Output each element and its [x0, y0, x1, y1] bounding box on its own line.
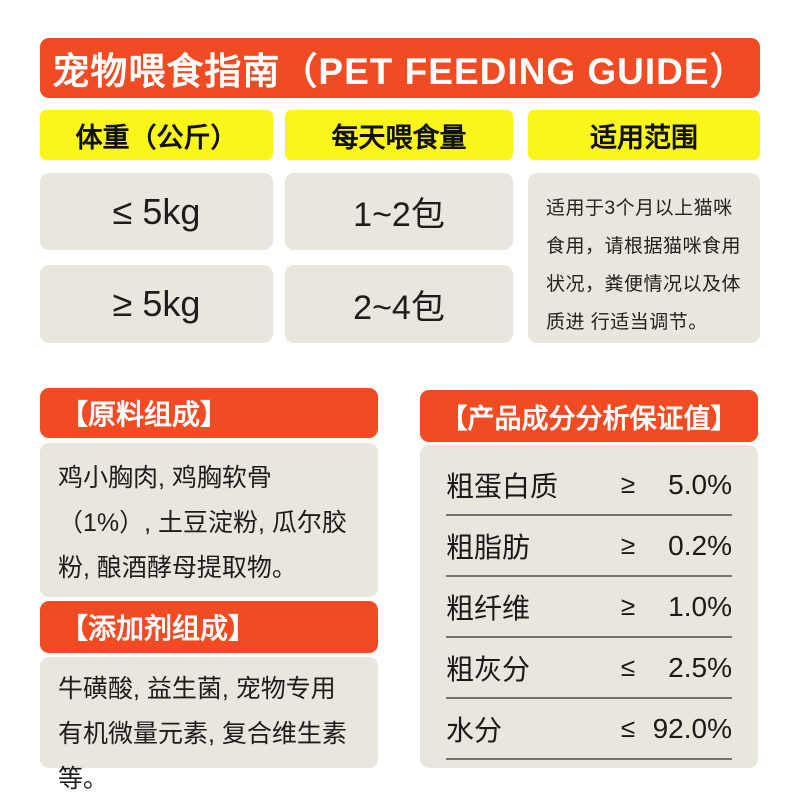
nutrient-name: 粗脂肪 [446, 531, 531, 563]
table-cell-weight-1: ≤ 5kg [40, 173, 273, 250]
nutrient-value: 92.0% [652, 712, 732, 744]
scope-note: 适用于3个月以上猫咪食用，请根据猫咪食用状况，粪便情况以及体质进 行适当调节。 [528, 173, 760, 343]
column-header-scope: 适用范围 [528, 110, 760, 160]
nutrient-name: 粗蛋白质 [446, 470, 559, 502]
table-cell-amount-1: 1~2包 [285, 173, 513, 250]
nutrient-value: 1.0% [668, 590, 732, 622]
comparison-symbol: ≥ [620, 530, 636, 560]
comparison-symbol: ≥ [620, 591, 636, 621]
nutrient-name: 水分 [446, 714, 503, 746]
nutrient-value: 2.5% [668, 651, 732, 683]
analysis-row-moisture: 水分 ≤ 92.0% [446, 699, 732, 760]
nutrient-value: 0.2% [668, 529, 732, 561]
table-cell-weight-2: ≥ 5kg [40, 265, 273, 343]
analysis-section-title: 【产品成分分析保证值】 [420, 390, 758, 442]
nutrient-value: 5.0% [668, 468, 732, 500]
analysis-row-crude-protein: 粗蛋白质 ≥ 5.0% [446, 455, 732, 516]
comparison-symbol: ≤ [620, 652, 636, 682]
table-cell-amount-2: 2~4包 [285, 265, 513, 343]
comparison-symbol: ≥ [620, 469, 636, 499]
analysis-row-crude-ash: 粗灰分 ≤ 2.5% [446, 638, 732, 699]
comparison-symbol: ≤ [620, 713, 636, 743]
column-header-daily-amount: 每天喂食量 [285, 110, 513, 160]
additives-section-title: 【添加剂组成】 [40, 601, 378, 653]
ingredients-text: 鸡小胸肉, 鸡胸软骨（1%）, 土豆淀粉, 瓜尔胶粉, 酿酒酵母提取物。 [40, 443, 378, 597]
additives-text: 牛磺酸, 益生菌, 宠物专用有机微量元素, 复合维生素等。 [40, 657, 378, 793]
column-header-weight: 体重（公斤） [40, 110, 273, 160]
analysis-row-crude-fiber: 粗纤维 ≥ 1.0% [446, 577, 732, 638]
ingredients-section-title: 【原料组成】 [40, 388, 378, 438]
page-title: 宠物喂食指南（PET FEEDING GUIDE） [40, 38, 760, 98]
nutrient-name: 粗灰分 [446, 653, 531, 685]
analysis-table: 粗蛋白质 ≥ 5.0% 粗脂肪 ≥ 0.2% 粗纤维 ≥ 1.0% 粗灰分 ≤ … [420, 445, 758, 768]
nutrient-name: 粗纤维 [446, 592, 531, 624]
analysis-row-crude-fat: 粗脂肪 ≥ 0.2% [446, 516, 732, 577]
